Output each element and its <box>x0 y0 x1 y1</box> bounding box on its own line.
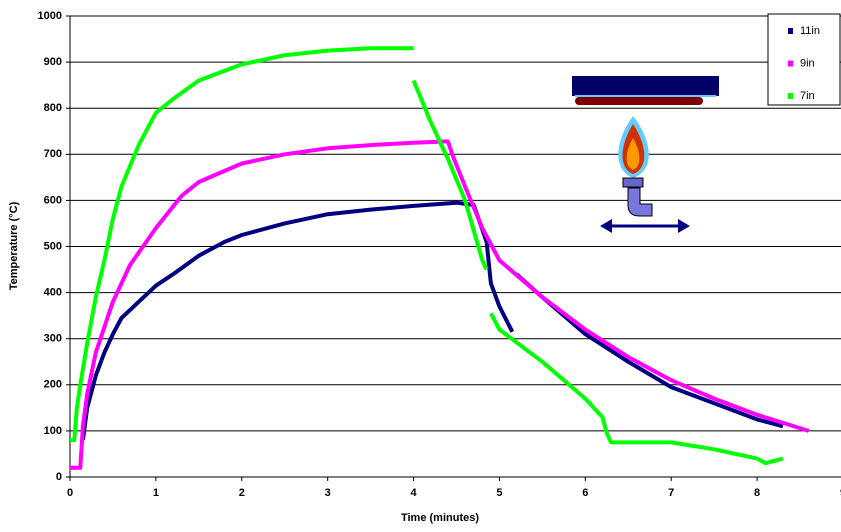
legend-label: 9in <box>800 57 815 69</box>
y-tick-label: 600 <box>44 194 62 206</box>
y-tick-label: 1000 <box>38 10 62 22</box>
series-line <box>80 200 784 441</box>
legend-marker <box>788 93 793 99</box>
legend-marker <box>788 28 793 34</box>
series-line <box>70 139 810 470</box>
y-tick-label: 0 <box>56 471 62 483</box>
flame-inner <box>626 138 640 170</box>
x-tick-label: 0 <box>67 487 73 499</box>
series-line <box>70 46 784 466</box>
x-tick-label: 3 <box>325 487 331 499</box>
gas-pipe <box>627 187 653 217</box>
y-tick-label: 200 <box>44 379 62 391</box>
y-tick-label: 800 <box>44 102 62 114</box>
y-tick-label: 300 <box>44 333 62 345</box>
plot <box>66 15 841 481</box>
legend <box>767 13 841 106</box>
x-tick-label: 8 <box>754 487 760 499</box>
plate <box>572 76 719 96</box>
x-tick-label: 7 <box>668 487 674 499</box>
x-tick-label: 2 <box>239 487 245 499</box>
y-axis-title: Temperature (°C) <box>8 201 20 290</box>
y-tick-label: 700 <box>44 148 62 160</box>
y-tick-label: 400 <box>44 287 62 299</box>
x-axis-title: Time (minutes) <box>401 512 479 524</box>
x-tick-label: 1 <box>153 487 159 499</box>
heater-icon <box>572 76 719 233</box>
y-tick-label: 900 <box>44 56 62 68</box>
y-tick-label: 500 <box>44 240 62 252</box>
burner <box>622 177 644 188</box>
legend-label: 11in <box>800 25 820 37</box>
x-tick-label: 5 <box>496 487 502 499</box>
x-tick-label: 9 <box>840 487 841 499</box>
legend-label: 7in <box>800 90 815 102</box>
x-tick-label: 4 <box>410 487 417 499</box>
sample <box>575 97 703 105</box>
legend-marker <box>788 60 793 67</box>
x-tick-label: 6 <box>582 487 588 499</box>
y-tick-label: 100 <box>44 425 62 437</box>
